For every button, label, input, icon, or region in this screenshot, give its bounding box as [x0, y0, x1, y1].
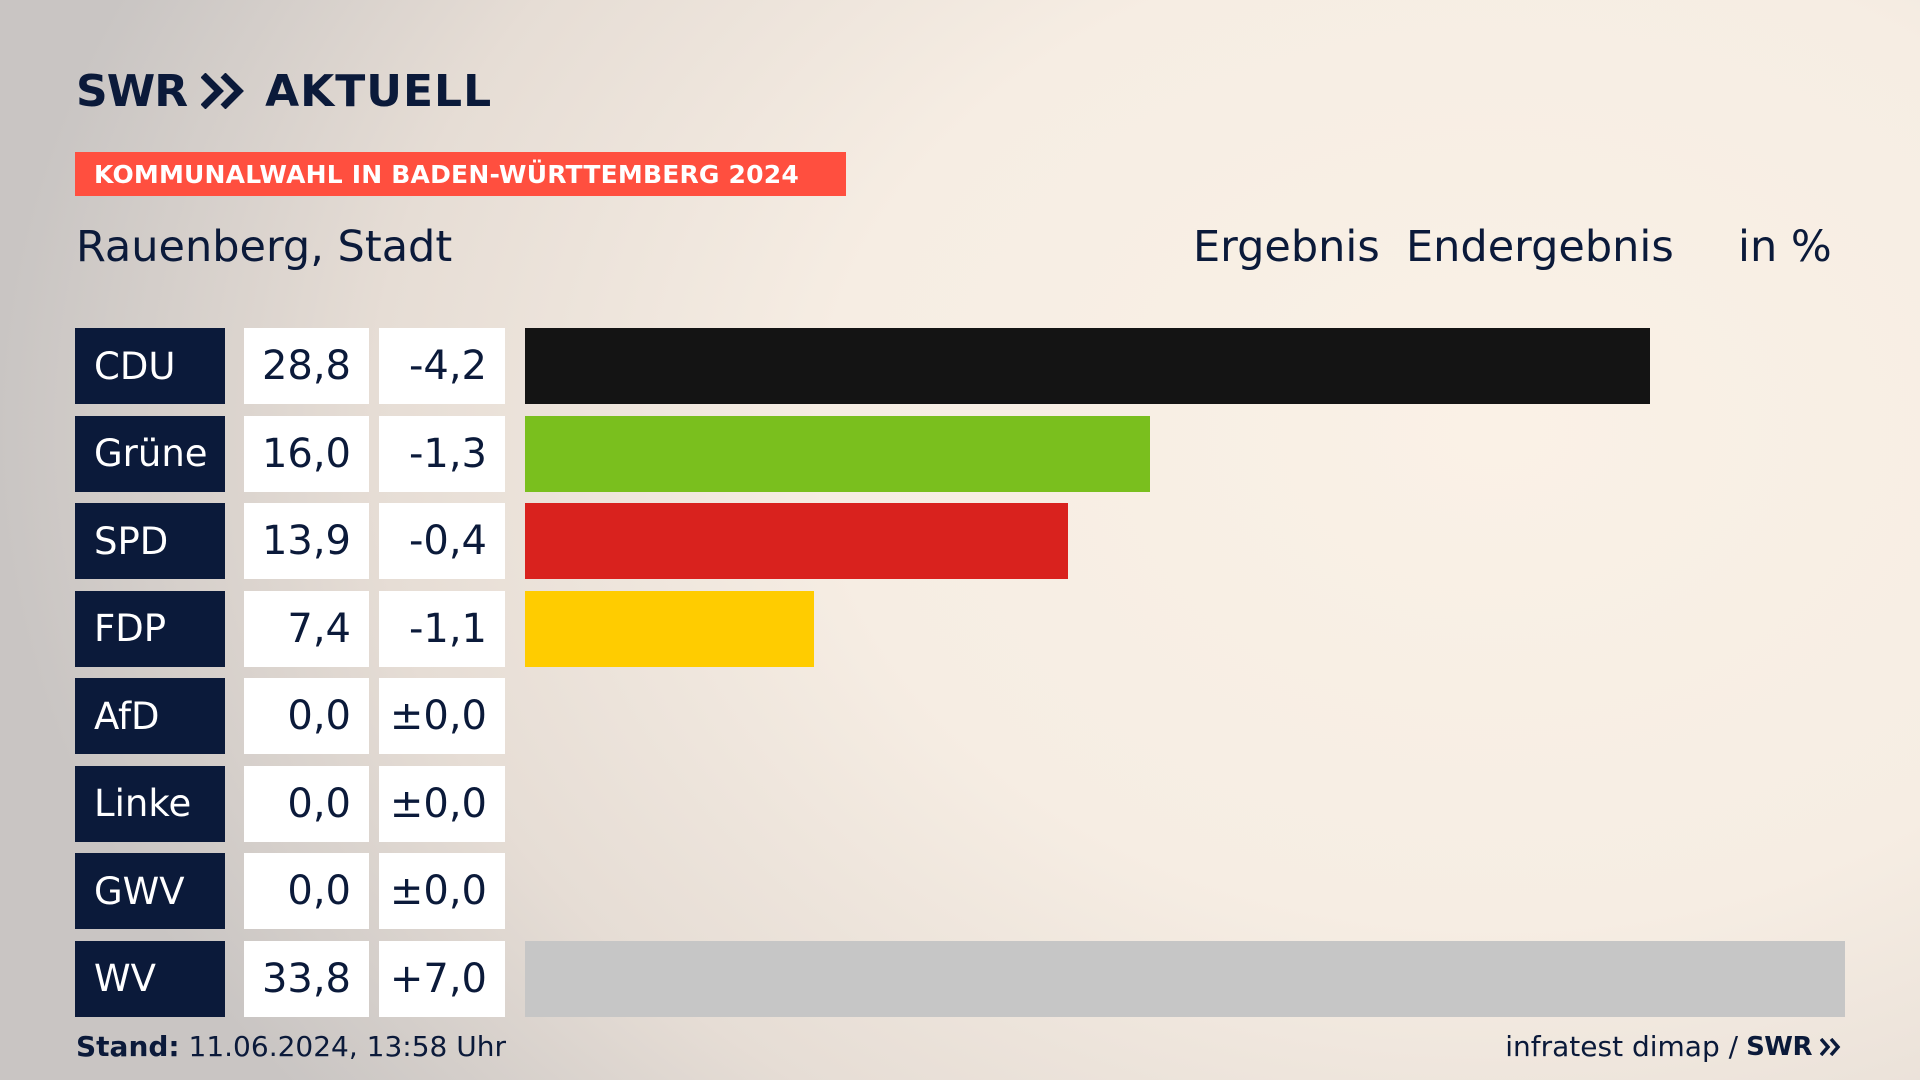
- timestamp: Stand: 11.06.2024, 13:58 Uhr: [76, 1030, 506, 1063]
- diff-label: ±0,0: [379, 853, 505, 929]
- diff-label: -1,1: [379, 590, 505, 667]
- source-brand: SWR: [1746, 1031, 1812, 1062]
- value-label: 13,9: [244, 503, 369, 579]
- party-label: SPD: [75, 503, 225, 579]
- party-label: FDP: [75, 590, 225, 667]
- timestamp-value: 11.06.2024, 13:58 Uhr: [188, 1030, 506, 1063]
- result-bar: [525, 328, 1650, 404]
- election-banner: KOMMUNALWAHL IN BADEN-WÜRTTEMBERG 2024: [75, 152, 846, 196]
- party-label: GWV: [75, 853, 225, 929]
- source-credit: infratest dimap / SWR: [1505, 1030, 1844, 1063]
- party-label: CDU: [75, 328, 225, 404]
- result-bar: [525, 940, 1845, 1017]
- value-label: 0,0: [244, 853, 369, 929]
- unit-label: in %: [1738, 222, 1832, 272]
- column-header-result: Ergebnis: [1193, 222, 1380, 272]
- party-label: Grüne: [75, 415, 225, 492]
- value-label: 7,4: [244, 590, 369, 667]
- value-label: 16,0: [244, 415, 369, 492]
- value-label: 0,0: [244, 678, 369, 754]
- diff-label: ±0,0: [379, 678, 505, 754]
- value-label: 28,8: [244, 328, 369, 404]
- source-text: infratest dimap /: [1505, 1030, 1739, 1063]
- swr-aktuell-logo: SWR AKTUELL: [76, 65, 493, 117]
- party-label: Linke: [75, 765, 225, 842]
- party-label: AfD: [75, 678, 225, 754]
- diff-label: -4,2: [379, 328, 505, 404]
- diff-label: +7,0: [379, 940, 505, 1017]
- double-chevron-icon: [201, 73, 245, 109]
- result-bar: [525, 590, 814, 667]
- result-bar: [525, 415, 1150, 492]
- diff-label: -1,3: [379, 415, 505, 492]
- double-chevron-icon: [1820, 1037, 1841, 1056]
- diff-label: ±0,0: [379, 765, 505, 842]
- value-label: 33,8: [244, 940, 369, 1017]
- logo-aktuell-text: AKTUELL: [265, 65, 493, 117]
- logo-swr-text: SWR: [76, 65, 188, 117]
- place-title: Rauenberg, Stadt: [76, 222, 453, 272]
- result-bar: [525, 503, 1068, 579]
- column-header-final: Endergebnis: [1406, 222, 1674, 272]
- diff-label: -0,4: [379, 503, 505, 579]
- timestamp-label: Stand:: [76, 1030, 180, 1063]
- party-label: WV: [75, 940, 225, 1017]
- value-label: 0,0: [244, 765, 369, 842]
